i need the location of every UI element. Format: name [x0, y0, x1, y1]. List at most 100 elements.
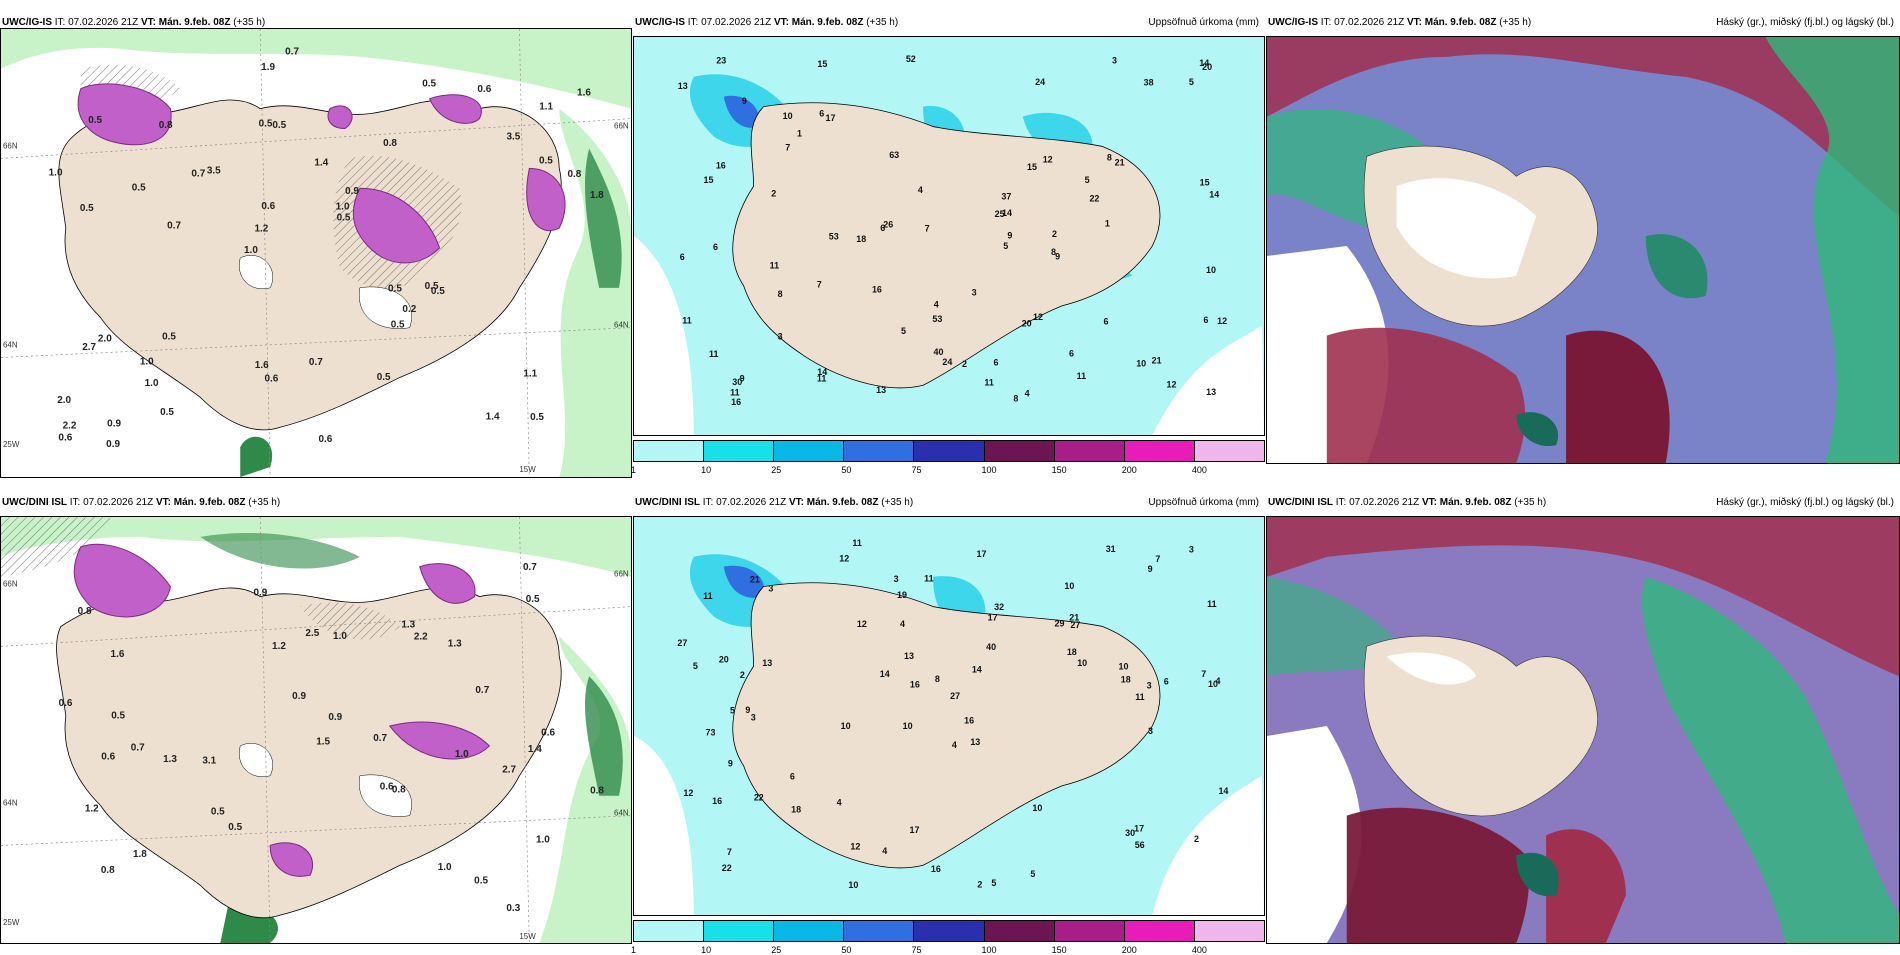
value-label: 13 — [876, 385, 886, 395]
value-label: 5 — [1030, 869, 1035, 879]
value-label: 7 — [817, 280, 822, 290]
value-label: 3 — [751, 712, 756, 722]
panel-subtitle: Uppsöfnuð úrkoma (mm) — [1148, 17, 1259, 28]
value-label: 30 — [1125, 828, 1135, 838]
value-label: 0.5 — [337, 213, 351, 224]
value-label: 0.5 — [422, 78, 436, 89]
value-label: 18 — [791, 805, 801, 815]
value-label: 12 — [839, 554, 849, 564]
value-label: 21 — [750, 574, 760, 584]
value-label: 21 — [1152, 356, 1162, 366]
value-label: 16 — [910, 680, 920, 690]
value-label: 12 — [1167, 379, 1177, 389]
value-label: 1.1 — [539, 101, 553, 112]
value-label: 14 — [817, 367, 827, 377]
value-label: 4 — [918, 185, 923, 195]
value-label: 27 — [950, 691, 960, 701]
value-label: 3 — [1112, 56, 1117, 66]
map-accum-precip[interactable]: 11 10 10 10 13 9 11 29 73 17 27 22 12 10 2 5 17 31 10 6 2 5 4 6… — [633, 516, 1265, 916]
value-label: 7 — [727, 847, 732, 857]
value-label: 0.5 — [391, 320, 405, 331]
value-label: 53 — [932, 314, 942, 324]
value-label: 0.9 — [107, 418, 121, 429]
axis-label: 66N — [614, 570, 629, 579]
value-label: 6 — [790, 772, 795, 782]
value-label: 0.9 — [106, 439, 120, 450]
panel-precip-wind-dini: UWC/DINI ISL IT: 07.02.2026 21Z VT: Mán.… — [0, 494, 632, 950]
value-label: 14 — [1002, 208, 1012, 218]
map-precip-wind[interactable]: 66N 64N 25W 15W 66N 64N 0.5 0.5 1.1 1.0 0.8 0… — [0, 28, 632, 478]
value-label: 15 — [1200, 178, 1210, 188]
value-label: 1.8 — [133, 849, 147, 860]
value-label: 0.5 — [211, 806, 225, 817]
value-label: 1.4 — [486, 412, 500, 423]
value-label: 1.0 — [438, 862, 452, 873]
value-label: 2.0 — [57, 395, 71, 406]
colorbar-tick-label: 10 — [701, 945, 712, 955]
value-label: 2.7 — [502, 765, 516, 776]
value-label: 0.8 — [159, 120, 173, 131]
value-label: 1.6 — [255, 360, 269, 371]
colorbar-swatch: 1 — [631, 921, 705, 955]
panel-subtitle: Háský (gr.), miðský (fj.bl.) og lágský (… — [1716, 497, 1894, 508]
value-label: 56 — [1135, 840, 1145, 850]
map-cloud-cover[interactable] — [1266, 36, 1900, 464]
value-label: 1.3 — [401, 619, 415, 630]
value-label: 3 — [768, 584, 773, 594]
value-label: 27 — [1070, 620, 1080, 630]
value-label: 0.5 — [526, 594, 540, 605]
value-label: 20 — [1202, 62, 1212, 72]
value-label: 18 — [1121, 674, 1131, 684]
value-label: 7 — [1201, 669, 1206, 679]
colorbar-swatch: 25 — [771, 441, 845, 475]
value-label: 7 — [785, 142, 790, 152]
value-label: 3 — [778, 332, 783, 342]
colorbar-tick-label: 400 — [1191, 945, 1207, 955]
value-label: 1 — [1105, 219, 1110, 229]
value-label: 0.7 — [475, 685, 489, 696]
colorbar-tick-label: 100 — [981, 945, 997, 955]
value-label: 12 — [1043, 155, 1053, 165]
value-label: 4 — [837, 798, 842, 808]
value-label: 11 — [770, 260, 779, 270]
value-label: 0.5 — [259, 119, 273, 130]
value-label: 1.1 — [523, 369, 537, 380]
value-label: 4 — [882, 846, 887, 856]
value-label: 24 — [942, 357, 952, 367]
value-label: 6 — [1104, 316, 1109, 326]
value-label: 4 — [934, 300, 939, 310]
colorbar-swatch: 100 — [982, 441, 1055, 475]
value-label: 0.7 — [191, 168, 205, 179]
panel-subtitle: Háský (gr.), miðský (fj.bl.) og lágský (… — [1716, 17, 1894, 28]
panel-precip-wind-igis: UWC/IG-IS IT: 07.02.2026 21Z VT: Mán. 9.… — [0, 14, 632, 478]
map-precip-wind[interactable]: 66N 64N 25W 15W 64N 66N 0.3 0.7 0.6 0.8 1.0 1… — [0, 516, 632, 944]
value-label: 0.6 — [264, 373, 278, 384]
map-cloud-cover[interactable] — [1266, 516, 1900, 944]
value-label: 14 — [1209, 189, 1219, 199]
value-label: 0.9 — [345, 186, 359, 197]
value-label: 1.0 — [49, 168, 63, 179]
value-label: 0.8 — [78, 606, 92, 617]
value-label: 1.8 — [590, 190, 604, 201]
map-accum-precip[interactable]: 13 8 14 6 15 9 53 12 52 63 38 24 26 53 24 25 16 11 18 13 20 2… — [633, 36, 1265, 436]
axis-label: 66N — [614, 122, 629, 131]
colorbar-swatch: 100 — [982, 921, 1055, 955]
value-label: 0.8 — [392, 784, 406, 795]
value-label: 12 — [1217, 316, 1227, 326]
value-label: 3 — [1147, 680, 1152, 690]
panel-accum-precip-igis: UWC/IG-IS IT: 07.02.2026 21Z VT: Mán. 9.… — [631, 14, 1265, 475]
axis-label: 64N — [3, 341, 18, 350]
value-label: 22 — [1089, 193, 1099, 203]
value-label: 16 — [731, 397, 741, 407]
value-label: 0.6 — [477, 84, 491, 95]
panel-header: UWC/IG-IS IT: 07.02.2026 21Z VT: Mán. 9.… — [635, 14, 1263, 32]
value-label: 10 — [1206, 265, 1216, 275]
value-label: 3 — [1148, 726, 1153, 736]
value-label: 32 — [994, 602, 1004, 612]
value-label: 22 — [722, 863, 732, 873]
value-label: 10 — [848, 880, 858, 890]
value-label: 5 — [991, 878, 996, 888]
value-label: 0.9 — [253, 587, 267, 598]
value-label: 0.9 — [328, 712, 342, 723]
value-label: 40 — [986, 642, 996, 652]
